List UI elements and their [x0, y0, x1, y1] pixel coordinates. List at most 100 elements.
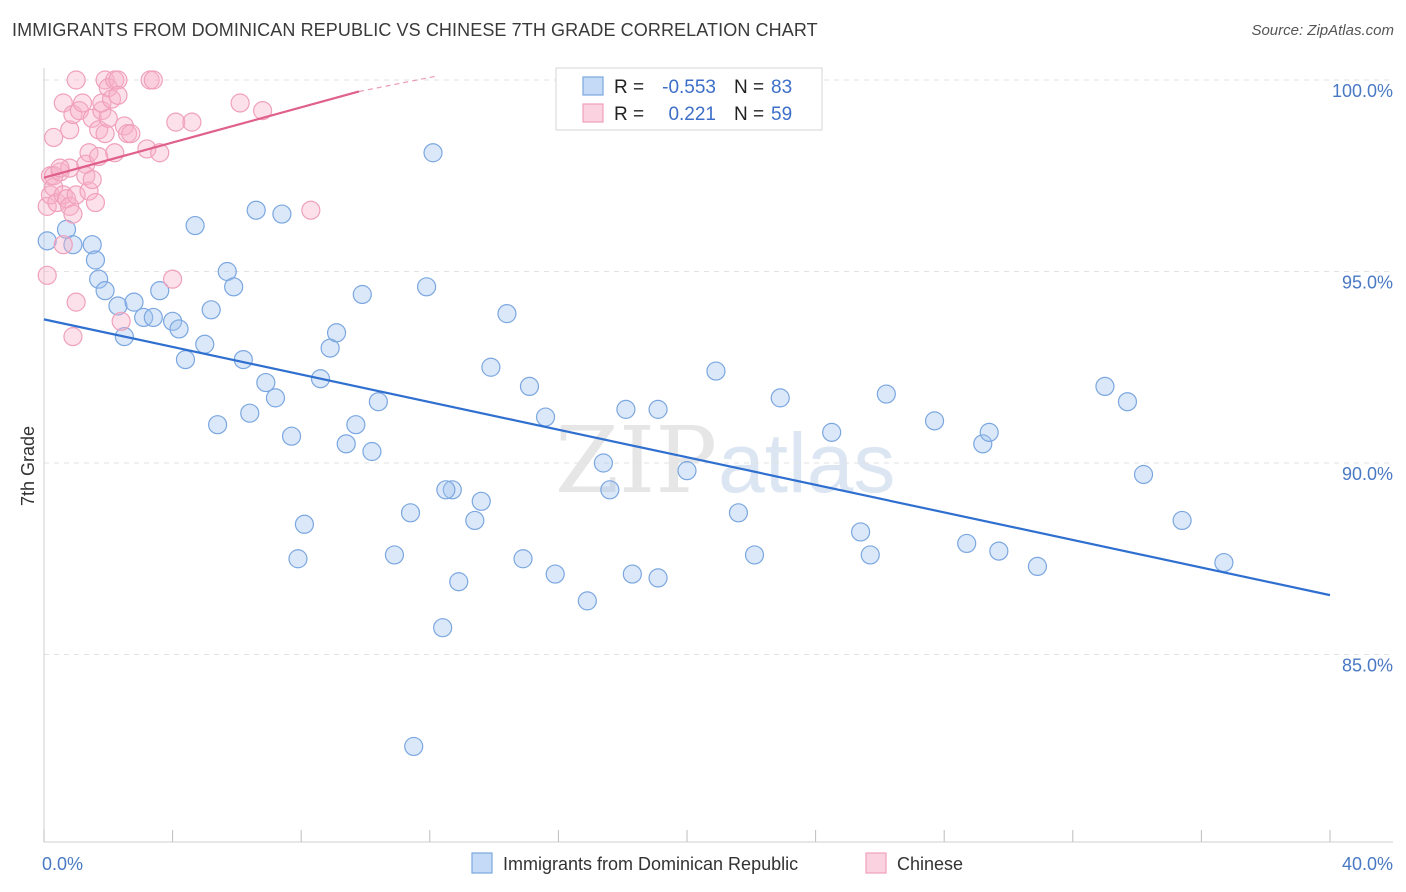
data-point-dominican [979, 422, 999, 442]
data-point-dominican [1095, 376, 1115, 396]
data-point-dominican [423, 143, 443, 163]
data-point-dominican [770, 388, 790, 408]
data-point-dominican [433, 618, 453, 638]
data-point-dominican [1172, 510, 1192, 531]
data-point-dominican [648, 568, 668, 588]
data-point-dominican [326, 323, 347, 343]
legend-swatch-dominican [471, 852, 493, 874]
data-point-chinese [230, 93, 250, 113]
data-point-chinese [98, 78, 118, 98]
legend-swatch-chinese [865, 852, 887, 874]
y-axis-label: 7th Grade [18, 426, 38, 506]
data-point-dominican [1133, 464, 1154, 485]
data-point-dominican [246, 200, 266, 220]
data-point-dominican [208, 415, 228, 435]
data-point-dominican [860, 545, 880, 565]
x-tick-label-max: 40.0% [1342, 854, 1393, 874]
data-point-dominican [150, 281, 170, 301]
data-point-dominican [143, 307, 163, 328]
y-tick-label: 90.0% [1342, 464, 1393, 484]
legend: Immigrants from Dominican Republic Chine… [471, 852, 963, 874]
data-point-chinese [121, 124, 141, 144]
data-point-dominican [175, 349, 196, 370]
data-point-chinese [60, 120, 80, 140]
data-point-chinese [72, 93, 93, 113]
data-point-dominican [272, 204, 292, 224]
data-point-chinese [66, 292, 86, 312]
data-point-chinese [111, 311, 131, 331]
data-point-dominican [163, 311, 183, 331]
data-point-dominican [89, 269, 109, 289]
data-point-dominican [957, 533, 977, 554]
data-point-dominican [288, 549, 308, 569]
data-point-dominican [85, 250, 106, 270]
data-point-chinese [66, 70, 86, 90]
stats-n-value-2: 59 [771, 104, 792, 125]
stats-r-value-1: -0.553 [662, 77, 716, 98]
data-point-dominican [256, 372, 276, 393]
data-point-chinese [85, 192, 106, 213]
data-point-dominican [577, 591, 597, 611]
stats-r-value-2: 0.221 [668, 104, 716, 125]
y-tick-labels: 85.0% 90.0% 95.0% 100.0% [1332, 81, 1393, 676]
data-point-dominican [471, 491, 491, 511]
legend-label-chinese: Chinese [897, 854, 963, 874]
data-point-dominican [989, 541, 1009, 561]
data-point-dominican [924, 411, 945, 431]
y-tick-label: 85.0% [1342, 656, 1393, 676]
data-point-chinese [143, 70, 163, 90]
data-point-dominican [728, 503, 749, 523]
data-point-chinese [37, 265, 57, 285]
data-point-dominican [973, 434, 993, 454]
data-point-dominican [622, 564, 642, 584]
data-point-chinese [108, 70, 128, 90]
stats-n-label-2: N = [734, 104, 764, 125]
data-point-chinese [163, 269, 183, 289]
data-point-dominican [384, 545, 405, 565]
data-point-chinese [98, 108, 118, 128]
stats-n-label-1: N = [734, 77, 764, 98]
data-point-dominican [519, 376, 540, 396]
data-point-dominican [124, 292, 144, 312]
data-point-dominican [281, 426, 302, 446]
data-point-chinese [82, 108, 102, 128]
data-point-dominican [416, 277, 437, 297]
data-point-chinese [44, 127, 64, 148]
data-point-dominican [400, 503, 421, 523]
stats-r-label-1: R = [614, 77, 644, 98]
data-point-dominican [481, 357, 501, 377]
data-point-dominican [63, 235, 83, 255]
data-point-dominican [169, 319, 189, 339]
data-point-chinese [95, 124, 115, 144]
data-point-chinese [63, 204, 83, 224]
chart-title: IMMIGRANTS FROM DOMINICAN REPUBLIC VS CH… [12, 20, 818, 40]
data-point-dominican [233, 349, 253, 370]
data-point-dominican [600, 480, 620, 500]
data-point-dominican [185, 215, 205, 236]
data-point-dominican [535, 407, 556, 427]
data-point-chinese [82, 169, 102, 190]
trend-line-chinese [43, 90, 360, 179]
data-point-dominican [1117, 392, 1138, 412]
data-point-dominican [404, 736, 424, 757]
data-point-dominican [497, 304, 517, 324]
data-point-dominican [876, 384, 896, 404]
data-point-chinese [253, 101, 273, 121]
data-point-dominican [368, 392, 388, 412]
data-point-dominican [822, 422, 842, 442]
data-point-dominican [108, 296, 128, 316]
data-point-dominican [677, 461, 697, 481]
data-point-chinese [108, 85, 128, 105]
data-point-dominican [352, 284, 372, 305]
data-point-dominican [851, 522, 871, 542]
trend-line-dominican [43, 318, 1331, 597]
data-point-dominican [1214, 552, 1234, 573]
x-tick-label-min: 0.0% [42, 854, 83, 874]
axes [43, 68, 1393, 843]
data-point-dominican [545, 564, 565, 584]
data-point-dominican [134, 307, 154, 328]
data-point-chinese [47, 192, 67, 213]
data-point-dominican [616, 399, 636, 419]
series-dominican-points [37, 143, 1234, 757]
